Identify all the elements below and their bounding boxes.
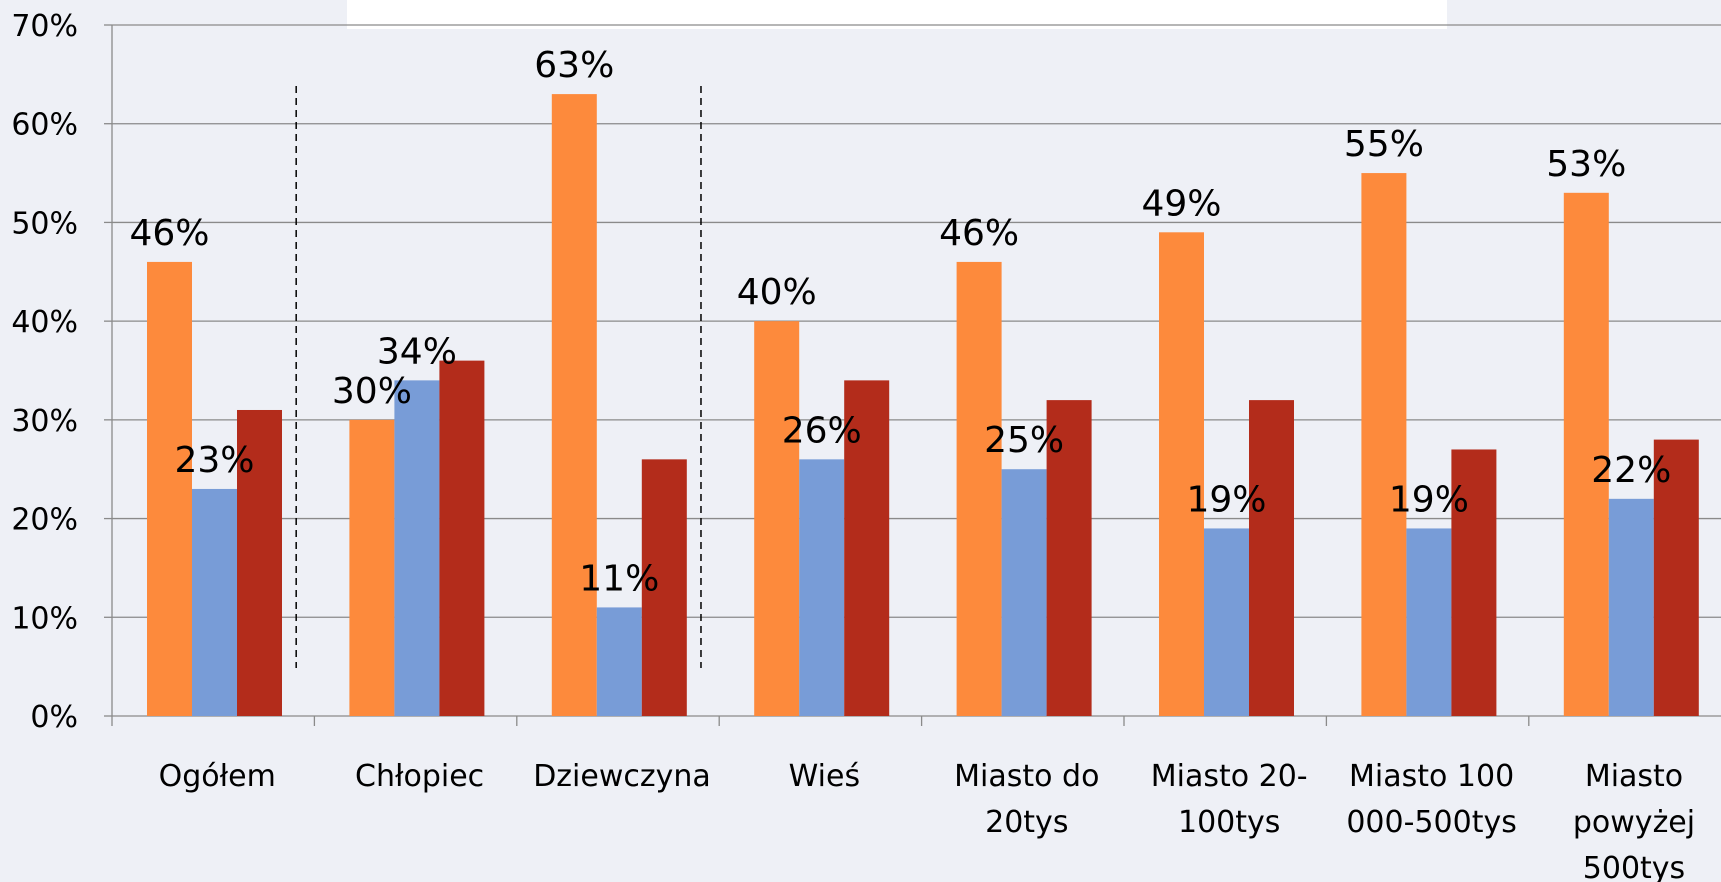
bar xyxy=(349,419,395,716)
data-label: 46% xyxy=(939,213,1019,254)
bar xyxy=(1046,400,1092,716)
data-label: 46% xyxy=(129,213,209,254)
bar xyxy=(1451,449,1497,716)
y-tick-label: 50% xyxy=(11,206,78,241)
category-label: Miasto 100 xyxy=(1349,759,1514,794)
bar xyxy=(394,380,440,716)
bar xyxy=(1001,469,1047,716)
category-labels: Ogółem Chłopiec Dziewczyna Wieś Miasto do 20t… xyxy=(159,759,1696,882)
bar xyxy=(192,488,237,716)
data-label: 22% xyxy=(1591,450,1671,491)
data-label: 55% xyxy=(1344,124,1424,165)
category-label: 500tys xyxy=(1583,851,1685,882)
y-tick-label: 0% xyxy=(30,700,78,735)
bar xyxy=(596,607,642,716)
category-label: Chłopiec xyxy=(355,759,484,794)
category-label: Ogółem xyxy=(159,759,276,794)
y-tick-label: 10% xyxy=(11,601,78,636)
y-tick-label: 40% xyxy=(11,305,78,340)
data-label: 34% xyxy=(377,331,457,372)
data-label: 63% xyxy=(534,45,614,86)
bar xyxy=(439,360,485,716)
data-label: 40% xyxy=(737,272,817,313)
category-label: 100tys xyxy=(1178,805,1280,840)
axes: 0% 10% 20% 30% 40% 50% 60% 70% xyxy=(11,9,1721,735)
title-placeholder-box xyxy=(347,0,1447,29)
category-label: Wieś xyxy=(789,759,860,794)
bar xyxy=(1204,528,1249,716)
data-label: 49% xyxy=(1141,183,1221,224)
category-label: Miasto 20- xyxy=(1151,759,1308,794)
bar xyxy=(754,321,800,716)
data-label: 30% xyxy=(332,371,412,412)
group-separators xyxy=(295,86,702,668)
bar xyxy=(1406,528,1452,716)
bar xyxy=(844,380,890,716)
bar xyxy=(147,261,192,716)
bar xyxy=(641,459,687,716)
category-label: 000-500tys xyxy=(1346,805,1517,840)
bar xyxy=(1608,498,1654,716)
bar xyxy=(799,459,845,716)
data-label: 11% xyxy=(579,558,659,599)
bar xyxy=(237,409,282,716)
data-label: 25% xyxy=(984,420,1064,461)
data-label: 19% xyxy=(1389,479,1469,520)
data-label: 26% xyxy=(782,410,862,451)
bar xyxy=(1361,173,1407,717)
data-label: 53% xyxy=(1546,144,1626,185)
bar xyxy=(1653,439,1699,716)
bar xyxy=(551,94,597,717)
y-tick-label: 30% xyxy=(11,404,78,439)
y-tick-label: 60% xyxy=(11,108,78,143)
bar xyxy=(1159,232,1204,717)
category-label: powyżej xyxy=(1573,805,1695,840)
category-label: 20tys xyxy=(985,805,1068,840)
bar xyxy=(956,261,1002,716)
bars xyxy=(147,94,1699,717)
category-label: Miasto do xyxy=(954,759,1099,794)
bar xyxy=(1249,400,1294,716)
data-label: 23% xyxy=(174,440,254,481)
data-label: 19% xyxy=(1186,479,1266,520)
y-tick-label: 20% xyxy=(11,503,78,538)
category-label: Dziewczyna xyxy=(533,759,711,794)
category-label: Miasto xyxy=(1585,759,1683,794)
bar xyxy=(1563,192,1609,717)
y-tick-label: 70% xyxy=(11,9,78,44)
data-labels: 46% 30% 63% 40% 46% 49% 55% 53% 23% 34% 11% 26% 25% 1… xyxy=(129,45,1671,599)
